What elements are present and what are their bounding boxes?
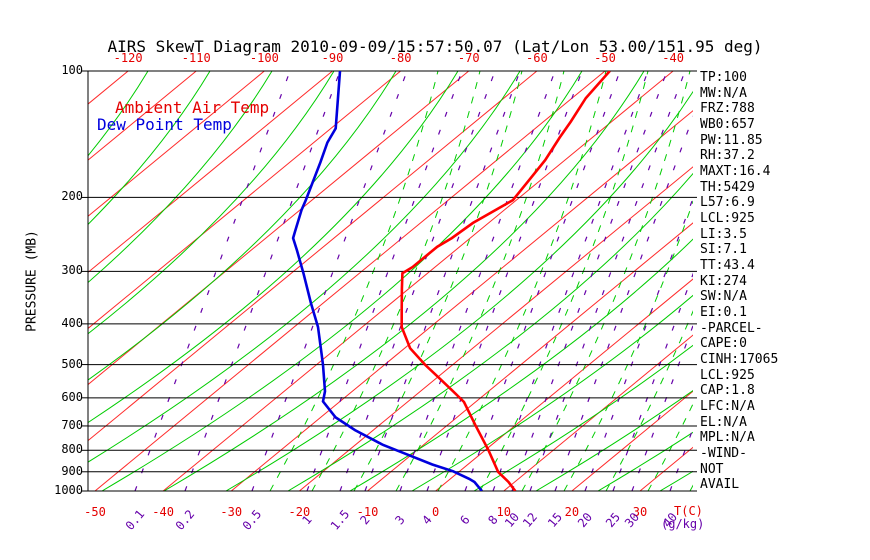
- temp-profile-line: [400, 71, 611, 491]
- top-temp-tick: -70: [457, 51, 480, 65]
- index-item: AVAIL: [700, 477, 740, 493]
- index-item: TH:5429: [700, 179, 755, 195]
- pressure-gridlines: [81, 70, 697, 492]
- legend-dew-point: Dew Point Temp: [97, 115, 232, 134]
- index-item: EL:N/A: [700, 414, 747, 430]
- index-item: WB0:657: [700, 116, 755, 132]
- index-item: CAP:1.8: [700, 383, 755, 399]
- top-temp-tick: -60: [526, 51, 548, 65]
- top-temp-tick: -90: [321, 51, 344, 65]
- top-temp-tick: -110: [181, 51, 211, 65]
- index-item: PW:11.85: [700, 132, 763, 148]
- bottom-temp-tick: 0: [432, 505, 440, 519]
- page-title: AIRS SkewT Diagram 2010-09-09/15:57:50.0…: [107, 37, 763, 56]
- index-item: LFC:N/A: [700, 398, 755, 414]
- index-item: LCL:925: [700, 367, 755, 383]
- index-item: TP:100: [700, 70, 747, 85]
- temp-unit-label: T(C): [674, 504, 703, 518]
- index-item: EI:0.1: [700, 304, 747, 320]
- mixing-ratio-unit-label: (g/kg): [661, 517, 705, 531]
- index-item: MAXT:16.4: [700, 163, 771, 179]
- top-temp-tick: -100: [249, 51, 279, 65]
- index-item: CAPE:0: [700, 336, 747, 352]
- bottom-temp-tick: 20: [564, 505, 580, 519]
- bottom-temp-tick: -10: [356, 505, 379, 519]
- top-temp-tick: -80: [389, 51, 412, 65]
- top-temp-tick: -50: [594, 51, 616, 65]
- index-item: MPL:N/A: [700, 430, 755, 446]
- pressure-tick-label: 1000: [54, 483, 83, 497]
- moist-adiabat-grid: [269, 71, 693, 491]
- index-item: CINH:17065: [700, 351, 779, 367]
- bottom-temp-tick: -40: [152, 505, 174, 519]
- index-item: LI:3.5: [700, 226, 747, 242]
- bottom-temp-tick: -20: [288, 505, 311, 519]
- pressure-tick-label: 700: [61, 417, 83, 432]
- pressure-tick-label: 600: [61, 389, 83, 404]
- dry-adiabat-grid: [88, 71, 693, 491]
- pressure-tick-label: 200: [61, 189, 83, 204]
- bottom-temp-tick: -50: [84, 505, 106, 519]
- index-item: LCL:925: [700, 210, 755, 226]
- dewpoint-profile-line: [291, 71, 483, 491]
- index-item: RH:37.2: [700, 148, 755, 164]
- bottom-temp-tick: 10: [496, 505, 511, 519]
- pressure-tick-label: 500: [61, 356, 83, 371]
- bottom-temp-tick: -30: [220, 505, 243, 519]
- index-item: -WIND-: [700, 445, 747, 461]
- index-item: FRZ:788: [700, 101, 755, 117]
- top-temp-tick: -40: [662, 51, 684, 65]
- pressure-tick-label: 300: [61, 263, 83, 278]
- index-item: SW:N/A: [700, 289, 747, 305]
- index-item: NOT: [700, 461, 724, 477]
- pressure-tick-label: 100: [61, 63, 83, 77]
- index-item: -PARCEL-: [700, 320, 763, 336]
- pressure-tick-label: 800: [61, 442, 83, 457]
- index-item: KI:274: [700, 273, 747, 289]
- bottom-temp-tick: 30: [632, 505, 648, 519]
- pressure-axis-title: PRESSURE (MB): [24, 230, 40, 332]
- index-item: L57:6.9: [700, 195, 755, 211]
- top-temp-tick: -120: [113, 51, 143, 65]
- index-item: SI:7.1: [700, 242, 747, 258]
- pressure-tick-label: 900: [61, 463, 83, 478]
- index-item: TT:43.4: [700, 257, 755, 273]
- isotherm-grid: [88, 71, 693, 491]
- pressure-tick-label: 400: [61, 315, 83, 330]
- legend-ambient-temp: Ambient Air Temp: [115, 98, 270, 117]
- index-item: MW:N/A: [700, 85, 747, 101]
